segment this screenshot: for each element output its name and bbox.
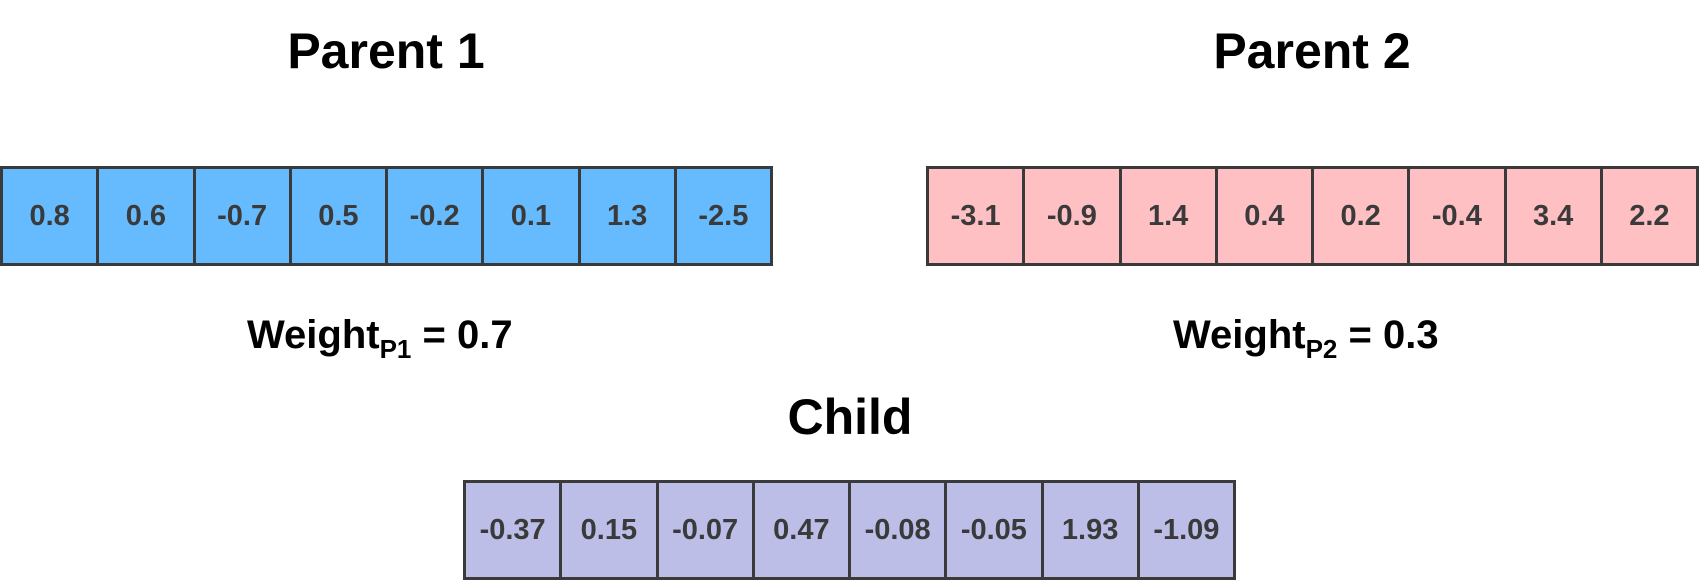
parent2-gene: 1.4 bbox=[1121, 169, 1218, 263]
child-title: Child bbox=[787, 389, 913, 445]
child-vector: -0.37 0.15 -0.07 0.47 -0.08 -0.05 1.93 -… bbox=[463, 480, 1236, 580]
parent1-weight-value: = 0.7 bbox=[411, 313, 513, 357]
parent2-title: Parent 2 bbox=[1213, 23, 1411, 79]
parent2-gene: -0.9 bbox=[1025, 169, 1122, 263]
parent2-gene: 0.2 bbox=[1314, 169, 1411, 263]
parent1-gene: -0.2 bbox=[388, 169, 485, 263]
parent1-gene: 0.6 bbox=[99, 169, 196, 263]
parent1-weight: WeightP1 = 0.7 bbox=[247, 313, 513, 362]
parent2-gene: -3.1 bbox=[929, 169, 1026, 263]
child-gene: 1.93 bbox=[1043, 483, 1140, 577]
child-gene: -0.08 bbox=[851, 483, 948, 577]
child-gene: 0.15 bbox=[562, 483, 659, 577]
child-gene: -0.07 bbox=[658, 483, 755, 577]
parent1-gene: -2.5 bbox=[676, 169, 770, 263]
child-gene: -1.09 bbox=[1139, 483, 1233, 577]
child-gene: 0.47 bbox=[754, 483, 851, 577]
parent2-gene: -0.4 bbox=[1410, 169, 1507, 263]
parent1-weight-subscript: P1 bbox=[379, 334, 412, 364]
parent1-gene: -0.7 bbox=[195, 169, 292, 263]
parent2-weight-value: = 0.3 bbox=[1337, 313, 1439, 357]
parent2-gene: 3.4 bbox=[1506, 169, 1603, 263]
parent1-title: Parent 1 bbox=[287, 23, 485, 79]
parent1-vector: 0.8 0.6 -0.7 0.5 -0.2 0.1 1.3 -2.5 bbox=[0, 166, 773, 266]
parent1-gene: 0.8 bbox=[3, 169, 100, 263]
child-gene: -0.37 bbox=[466, 483, 563, 577]
parent2-vector: -3.1 -0.9 1.4 0.4 0.2 -0.4 3.4 2.2 bbox=[926, 166, 1699, 266]
parent2-gene: 0.4 bbox=[1217, 169, 1314, 263]
parent1-gene: 0.5 bbox=[291, 169, 388, 263]
parent1-gene: 0.1 bbox=[484, 169, 581, 263]
parent2-weight-subscript: P2 bbox=[1305, 334, 1338, 364]
parent2-weight: WeightP2 = 0.3 bbox=[1173, 313, 1439, 362]
child-gene: -0.05 bbox=[947, 483, 1044, 577]
parent2-weight-label: Weight bbox=[1173, 313, 1306, 357]
parent2-gene: 2.2 bbox=[1602, 169, 1696, 263]
parent1-gene: 1.3 bbox=[580, 169, 677, 263]
parent1-weight-label: Weight bbox=[247, 313, 380, 357]
